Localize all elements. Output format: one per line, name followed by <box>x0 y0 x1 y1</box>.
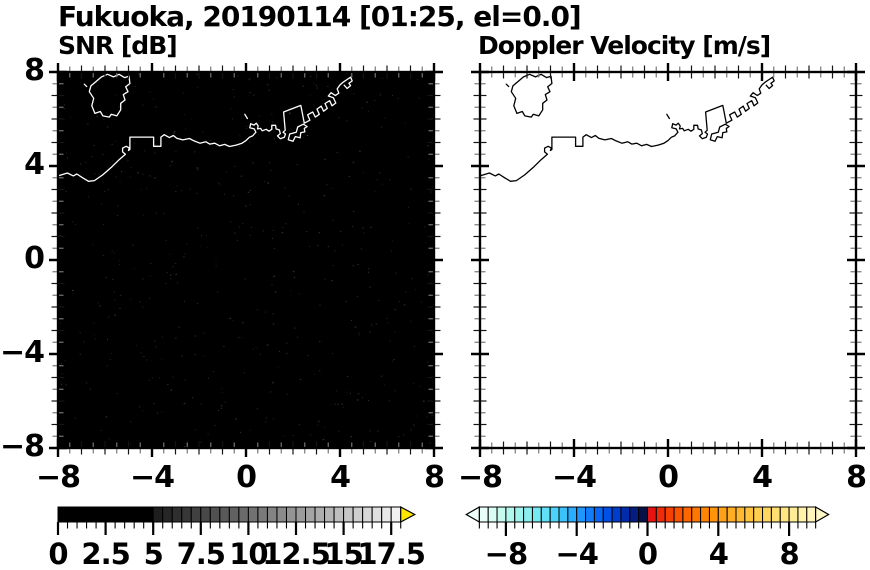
velocity-colorbar-tick-label: −4 <box>555 537 598 570</box>
snr-heatmap-panel <box>49 63 443 457</box>
x-axis-label: 4 <box>752 460 773 495</box>
y-axis-label: −4 <box>0 335 45 370</box>
y-axis-label: 0 <box>24 241 45 276</box>
snr-colorbar-tick-label: 0 <box>48 537 68 570</box>
under-range-arrow <box>465 505 480 524</box>
x-axis-label: 4 <box>330 460 351 495</box>
over-range-arrow <box>400 505 416 524</box>
snr-colorbar-tick-label: 7.5 <box>176 537 226 570</box>
snr-colorbar-tick-label: 12.5 <box>262 537 331 570</box>
velocity-colorbar-tick-label: 0 <box>637 537 658 570</box>
snr-panel-title: SNR [dB] <box>58 31 178 60</box>
x-axis-label: 8 <box>424 460 445 495</box>
x-axis-label: 8 <box>846 460 867 495</box>
x-axis-label: 0 <box>658 460 679 495</box>
x-axis-label: −4 <box>551 460 597 495</box>
velocity-heatmap-panel <box>471 63 865 457</box>
velocity-panel-title: Doppler Velocity [m/s] <box>478 31 771 60</box>
velocity-colorbar-tick-label: −8 <box>484 537 528 570</box>
snr-colorbar-tick-label: 5 <box>143 537 164 570</box>
over-range-arrow <box>815 505 830 524</box>
x-axis-label: 0 <box>236 460 257 495</box>
velocity-colorbar-tick-label: 8 <box>779 537 800 570</box>
coastline-overlay <box>479 73 775 182</box>
snr-colorbar-tick-label: 17.5 <box>357 537 426 570</box>
y-axis-label: 4 <box>24 147 45 182</box>
snr-colorbar <box>56 505 416 535</box>
y-axis-label: 8 <box>24 53 45 88</box>
snr-colorbar-tick-label: 15 <box>324 537 363 570</box>
snr-colorbar-tick-label: 2.5 <box>81 537 130 570</box>
figure-title: Fukuoka, 20190114 [01:25, el=0.0] <box>58 0 582 33</box>
y-axis-label: −8 <box>0 429 45 464</box>
x-axis-label: −8 <box>35 460 81 495</box>
x-axis-label: −4 <box>129 460 175 495</box>
velocity-colorbar <box>465 505 830 536</box>
coastline-overlay <box>57 73 353 182</box>
x-axis-label: −8 <box>457 460 503 495</box>
snr-colorbar-tick-label: 10 <box>229 537 268 570</box>
velocity-colorbar-tick-label: 4 <box>708 537 729 570</box>
